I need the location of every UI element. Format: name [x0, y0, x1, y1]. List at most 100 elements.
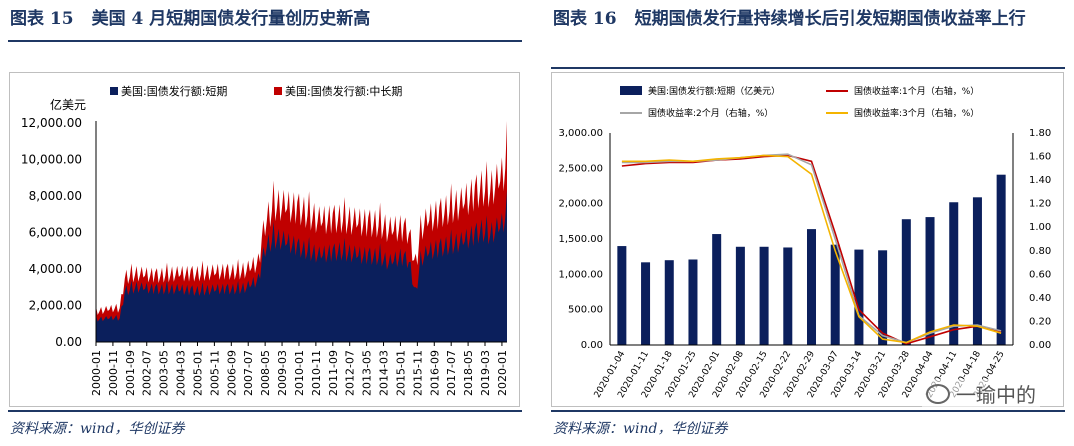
- right-legend-label: 国债收益率:2个月（右轴，%）: [648, 107, 773, 119]
- right-bar: [806, 229, 817, 345]
- left-figure-panel: 图表 15 美国 4 月短期国债发行量创历史新高 亿美元 0.00 2,000.00 4…: [0, 0, 530, 446]
- left-x-tick-label: 2013-05: [361, 350, 374, 396]
- right-legend-label: 美国:国债发行额:短期（亿美元）: [648, 85, 780, 97]
- right-left-y-tick-label: 2,500.00: [558, 163, 603, 174]
- right-bar: [688, 259, 698, 345]
- right-right-y-tick-label: 0.00: [1029, 340, 1051, 351]
- left-y-tick-label: 12,000.00: [21, 116, 82, 130]
- left-legend-label: 美国:国债发行额:中长期: [285, 84, 402, 98]
- left-legend-swatch: [274, 87, 282, 95]
- right-bar: [925, 217, 935, 345]
- left-x-tick-label: 2006-09: [225, 350, 238, 396]
- right-left-y-tick-label: 500.00: [568, 305, 603, 316]
- left-title-rule: [8, 40, 522, 42]
- right-bar: [949, 202, 959, 345]
- right-figure-panel: 图表 16 短期国债发行量持续增长后引发短期国债收益率上行 0.00 500.00 1…: [547, 0, 1074, 446]
- right-right-y-tick-label: 1.40: [1029, 175, 1051, 186]
- right-bar: [901, 219, 911, 345]
- right-bar: [996, 174, 1006, 345]
- right-right-y-tick-label: 0.40: [1029, 293, 1051, 304]
- right-source-rule: [551, 410, 1065, 412]
- left-x-tick-label: 2003-05: [158, 350, 171, 396]
- right-legend-swatch: [620, 86, 642, 95]
- left-x-tick-label: 2020-01: [496, 350, 509, 396]
- right-line-series-3: [621, 154, 1002, 344]
- right-combo-chart: 0.00 500.00 1,000.00 1,500.00 2,000.00 2,500.…: [558, 85, 1051, 400]
- right-figure-title: 图表 16 短期国债发行量持续增长后引发短期国债收益率上行: [553, 6, 1053, 33]
- right-bar: [783, 247, 793, 345]
- left-x-tick-label: 2001-09: [124, 350, 137, 396]
- left-x-tick-label: 2007-07: [242, 350, 255, 396]
- right-figure-number: 图表 16: [553, 9, 617, 29]
- left-x-tick-label: 2015-11: [411, 350, 424, 396]
- left-y-axis-label: 亿美元: [50, 97, 86, 112]
- left-x-tick-label: 2015-01: [394, 350, 407, 396]
- left-x-tick-label: 2012-07: [344, 350, 357, 396]
- left-y-tick-label: 10,000.00: [21, 153, 82, 167]
- left-figure-number: 图表 15: [10, 9, 74, 29]
- left-y-tick-label: 0.00: [55, 335, 82, 349]
- right-bar: [830, 244, 840, 345]
- right-bar: [759, 246, 769, 345]
- right-bar: [641, 262, 651, 345]
- right-right-y-tick-label: 1.00: [1029, 222, 1051, 233]
- right-left-y-tick-label: 1,000.00: [558, 269, 603, 280]
- wechat-icon: [926, 384, 950, 404]
- right-legend-label: 国债收益率:3个月（右轴，%）: [854, 107, 979, 119]
- right-left-y-tick-label: 1,500.00: [558, 234, 603, 245]
- right-right-y-tick-label: 1.80: [1029, 128, 1051, 139]
- right-title-rule: [551, 67, 1065, 69]
- watermark: 一瑜中的: [922, 379, 1040, 408]
- left-x-tick-label: 2000-11: [107, 350, 120, 396]
- left-figure-title: 图表 15 美国 4 月短期国债发行量创历史新高: [10, 6, 370, 33]
- right-left-y-tick-label: 3,000.00: [558, 128, 603, 139]
- right-right-y-tick-label: 0.80: [1029, 246, 1051, 257]
- left-x-tick-label: 2011-09: [327, 350, 340, 396]
- left-x-tick-label: 2014-03: [378, 350, 391, 396]
- right-bar: [664, 260, 674, 345]
- right-left-y-tick-label: 0.00: [581, 340, 603, 351]
- left-x-tick-label: 2010-11: [310, 350, 323, 396]
- right-left-y-tick-label: 2,000.00: [558, 199, 603, 210]
- right-bar: [712, 234, 722, 345]
- right-legend-label: 国债收益率:1个月（右轴，%）: [854, 85, 979, 97]
- right-bar: [972, 197, 982, 345]
- right-bar: [854, 249, 864, 345]
- left-x-tick-label: 2018-05: [462, 350, 475, 396]
- left-legend-label: 美国:国债发行额:短期: [121, 84, 227, 98]
- right-source-note: 资料来源：wind，华创证券: [553, 421, 728, 437]
- right-right-y-tick-label: 0.60: [1029, 269, 1051, 280]
- left-x-tick-label: 2002-07: [141, 350, 154, 396]
- right-right-y-tick-label: 0.20: [1029, 316, 1051, 327]
- left-y-tick-label: 4,000.00: [29, 262, 82, 276]
- left-source-rule: [8, 410, 522, 412]
- left-y-tick-label: 8,000.00: [29, 189, 82, 203]
- left-legend-swatch: [110, 87, 118, 95]
- right-bar: [617, 246, 627, 345]
- left-x-tick-label: 2005-11: [208, 350, 221, 396]
- left-area-series-short-term: [96, 190, 507, 342]
- right-figure-title-text: 短期国债发行量持续增长后引发短期国债收益率上行: [634, 9, 1026, 29]
- right-bar: [735, 246, 745, 345]
- left-x-tick-label: 2016-09: [428, 350, 441, 396]
- left-figure-title-text: 美国 4 月短期国债发行量创历史新高: [91, 9, 371, 29]
- left-x-tick-label: 2009-03: [276, 350, 289, 396]
- right-right-y-tick-label: 1.20: [1029, 199, 1051, 210]
- right-right-y-tick-label: 1.60: [1029, 152, 1051, 163]
- watermark-text: 一瑜中的: [956, 383, 1036, 407]
- right-line-series-1: [621, 154, 1002, 345]
- left-y-tick-label: 6,000.00: [29, 226, 82, 240]
- left-x-tick-label: 2017-07: [445, 350, 458, 396]
- left-area-chart: 亿美元 0.00 2,000.00 4,000.00 6,000.00 8,000.00 1…: [21, 84, 509, 396]
- left-chart-frame: 亿美元 0.00 2,000.00 4,000.00 6,000.00 8,000.00 1…: [9, 72, 520, 407]
- left-source-note: 资料来源：wind，华创证券: [10, 421, 185, 437]
- left-x-tick-label: 2008-05: [259, 350, 272, 396]
- left-x-tick-label: 2010-01: [293, 350, 306, 396]
- left-x-tick-label: 2005-01: [191, 350, 204, 396]
- left-x-tick-label: 2019-03: [479, 350, 492, 396]
- left-y-tick-label: 2,000.00: [29, 299, 82, 313]
- right-bar: [878, 250, 888, 345]
- left-x-tick-label: 2004-03: [175, 350, 188, 396]
- left-x-tick-label: 2000-01: [90, 350, 103, 396]
- right-chart-frame: 0.00 500.00 1,000.00 1,500.00 2,000.00 2,500.…: [551, 72, 1064, 407]
